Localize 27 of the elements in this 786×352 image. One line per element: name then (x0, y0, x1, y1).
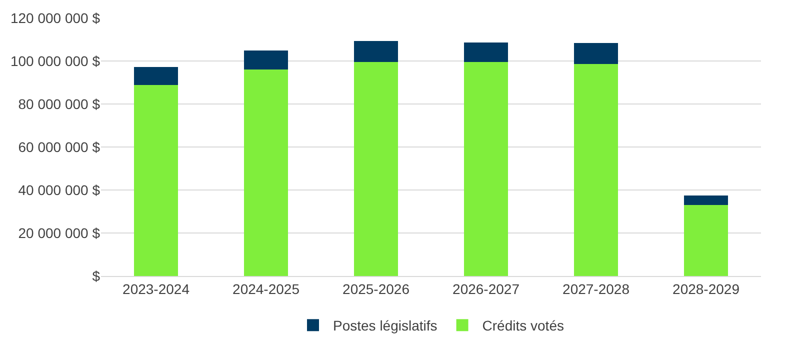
y-tick-label: 120 000 000 $ (10, 10, 100, 26)
x-tick-label: 2027-2028 (562, 280, 630, 297)
y-tick-label: 60 000 000 $ (18, 138, 100, 155)
bar (574, 43, 618, 64)
x-tick-label: 2025-2026 (342, 280, 410, 297)
bar (464, 42, 508, 62)
bar (134, 85, 178, 276)
x-tick-label: 2026-2027 (452, 280, 520, 297)
bar (684, 196, 728, 206)
bar (354, 41, 398, 62)
x-tick-label: 2023-2024 (122, 280, 190, 297)
x-tick-label: 2028-2029 (672, 280, 740, 297)
y-tick-label: $ (92, 268, 100, 284)
bar (134, 67, 178, 86)
y-tick-label: 40 000 000 $ (18, 182, 100, 198)
bar (574, 64, 618, 276)
y-tick-label: 80 000 000 $ (18, 96, 100, 112)
y-tick-label: 20 000 000 $ (18, 224, 100, 241)
bar (244, 50, 288, 70)
legend-label: Postes législatifs (333, 318, 438, 334)
y-tick-label: 100 000 000 $ (10, 52, 100, 69)
x-tick-label: 2024-2025 (232, 280, 300, 297)
bar (244, 69, 288, 276)
legend-label: Crédits votés (482, 318, 564, 334)
bar (684, 205, 728, 276)
bar (464, 62, 508, 276)
bar (354, 62, 398, 276)
